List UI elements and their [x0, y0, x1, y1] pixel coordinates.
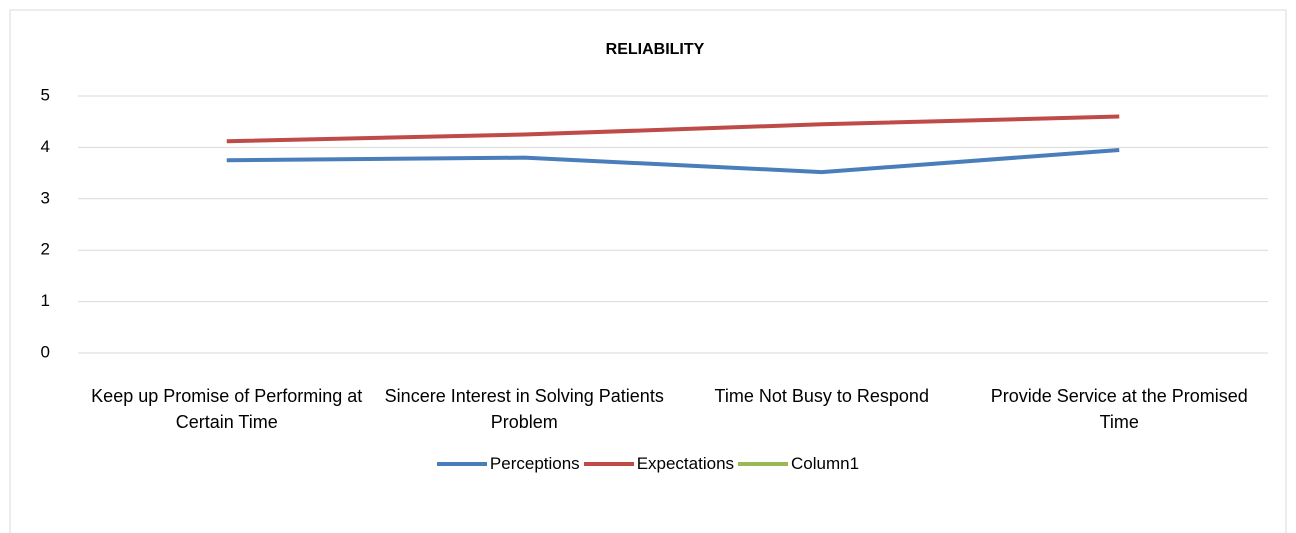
legend-item: Column1	[738, 454, 859, 474]
legend: Perceptions Expectations Column1	[0, 454, 1296, 474]
y-tick-label: 5	[41, 85, 50, 104]
legend-item: Perceptions	[436, 454, 580, 474]
x-tick-label: Keep up Promise of Performing at Certain…	[91, 386, 363, 432]
chart-title: RELIABILITY	[606, 41, 705, 58]
legend-label: Expectations	[636, 454, 735, 473]
legend-swatch	[738, 462, 789, 466]
series-line	[226, 114, 1120, 144]
y-tick-label: 0	[41, 342, 50, 361]
legend-item: Expectations	[583, 454, 735, 474]
legend-label: Column1	[791, 454, 860, 473]
series-line	[226, 147, 1120, 175]
chart-border	[9, 9, 1287, 533]
legend-swatch	[583, 462, 634, 466]
legend-swatch	[436, 462, 487, 466]
x-tick-label: Time Not Busy to Respond	[714, 386, 929, 406]
y-tick-label: 3	[41, 188, 50, 207]
x-tick-label: Sincere Interest in Solving Patients Pro…	[384, 386, 664, 432]
legend-label: Perceptions	[489, 454, 580, 473]
y-tick-label: 2	[41, 240, 50, 259]
y-tick-label: 1	[41, 291, 50, 310]
y-tick-label: 4	[41, 137, 50, 156]
x-tick-label: Provide Service at the Promised Time	[990, 386, 1248, 432]
